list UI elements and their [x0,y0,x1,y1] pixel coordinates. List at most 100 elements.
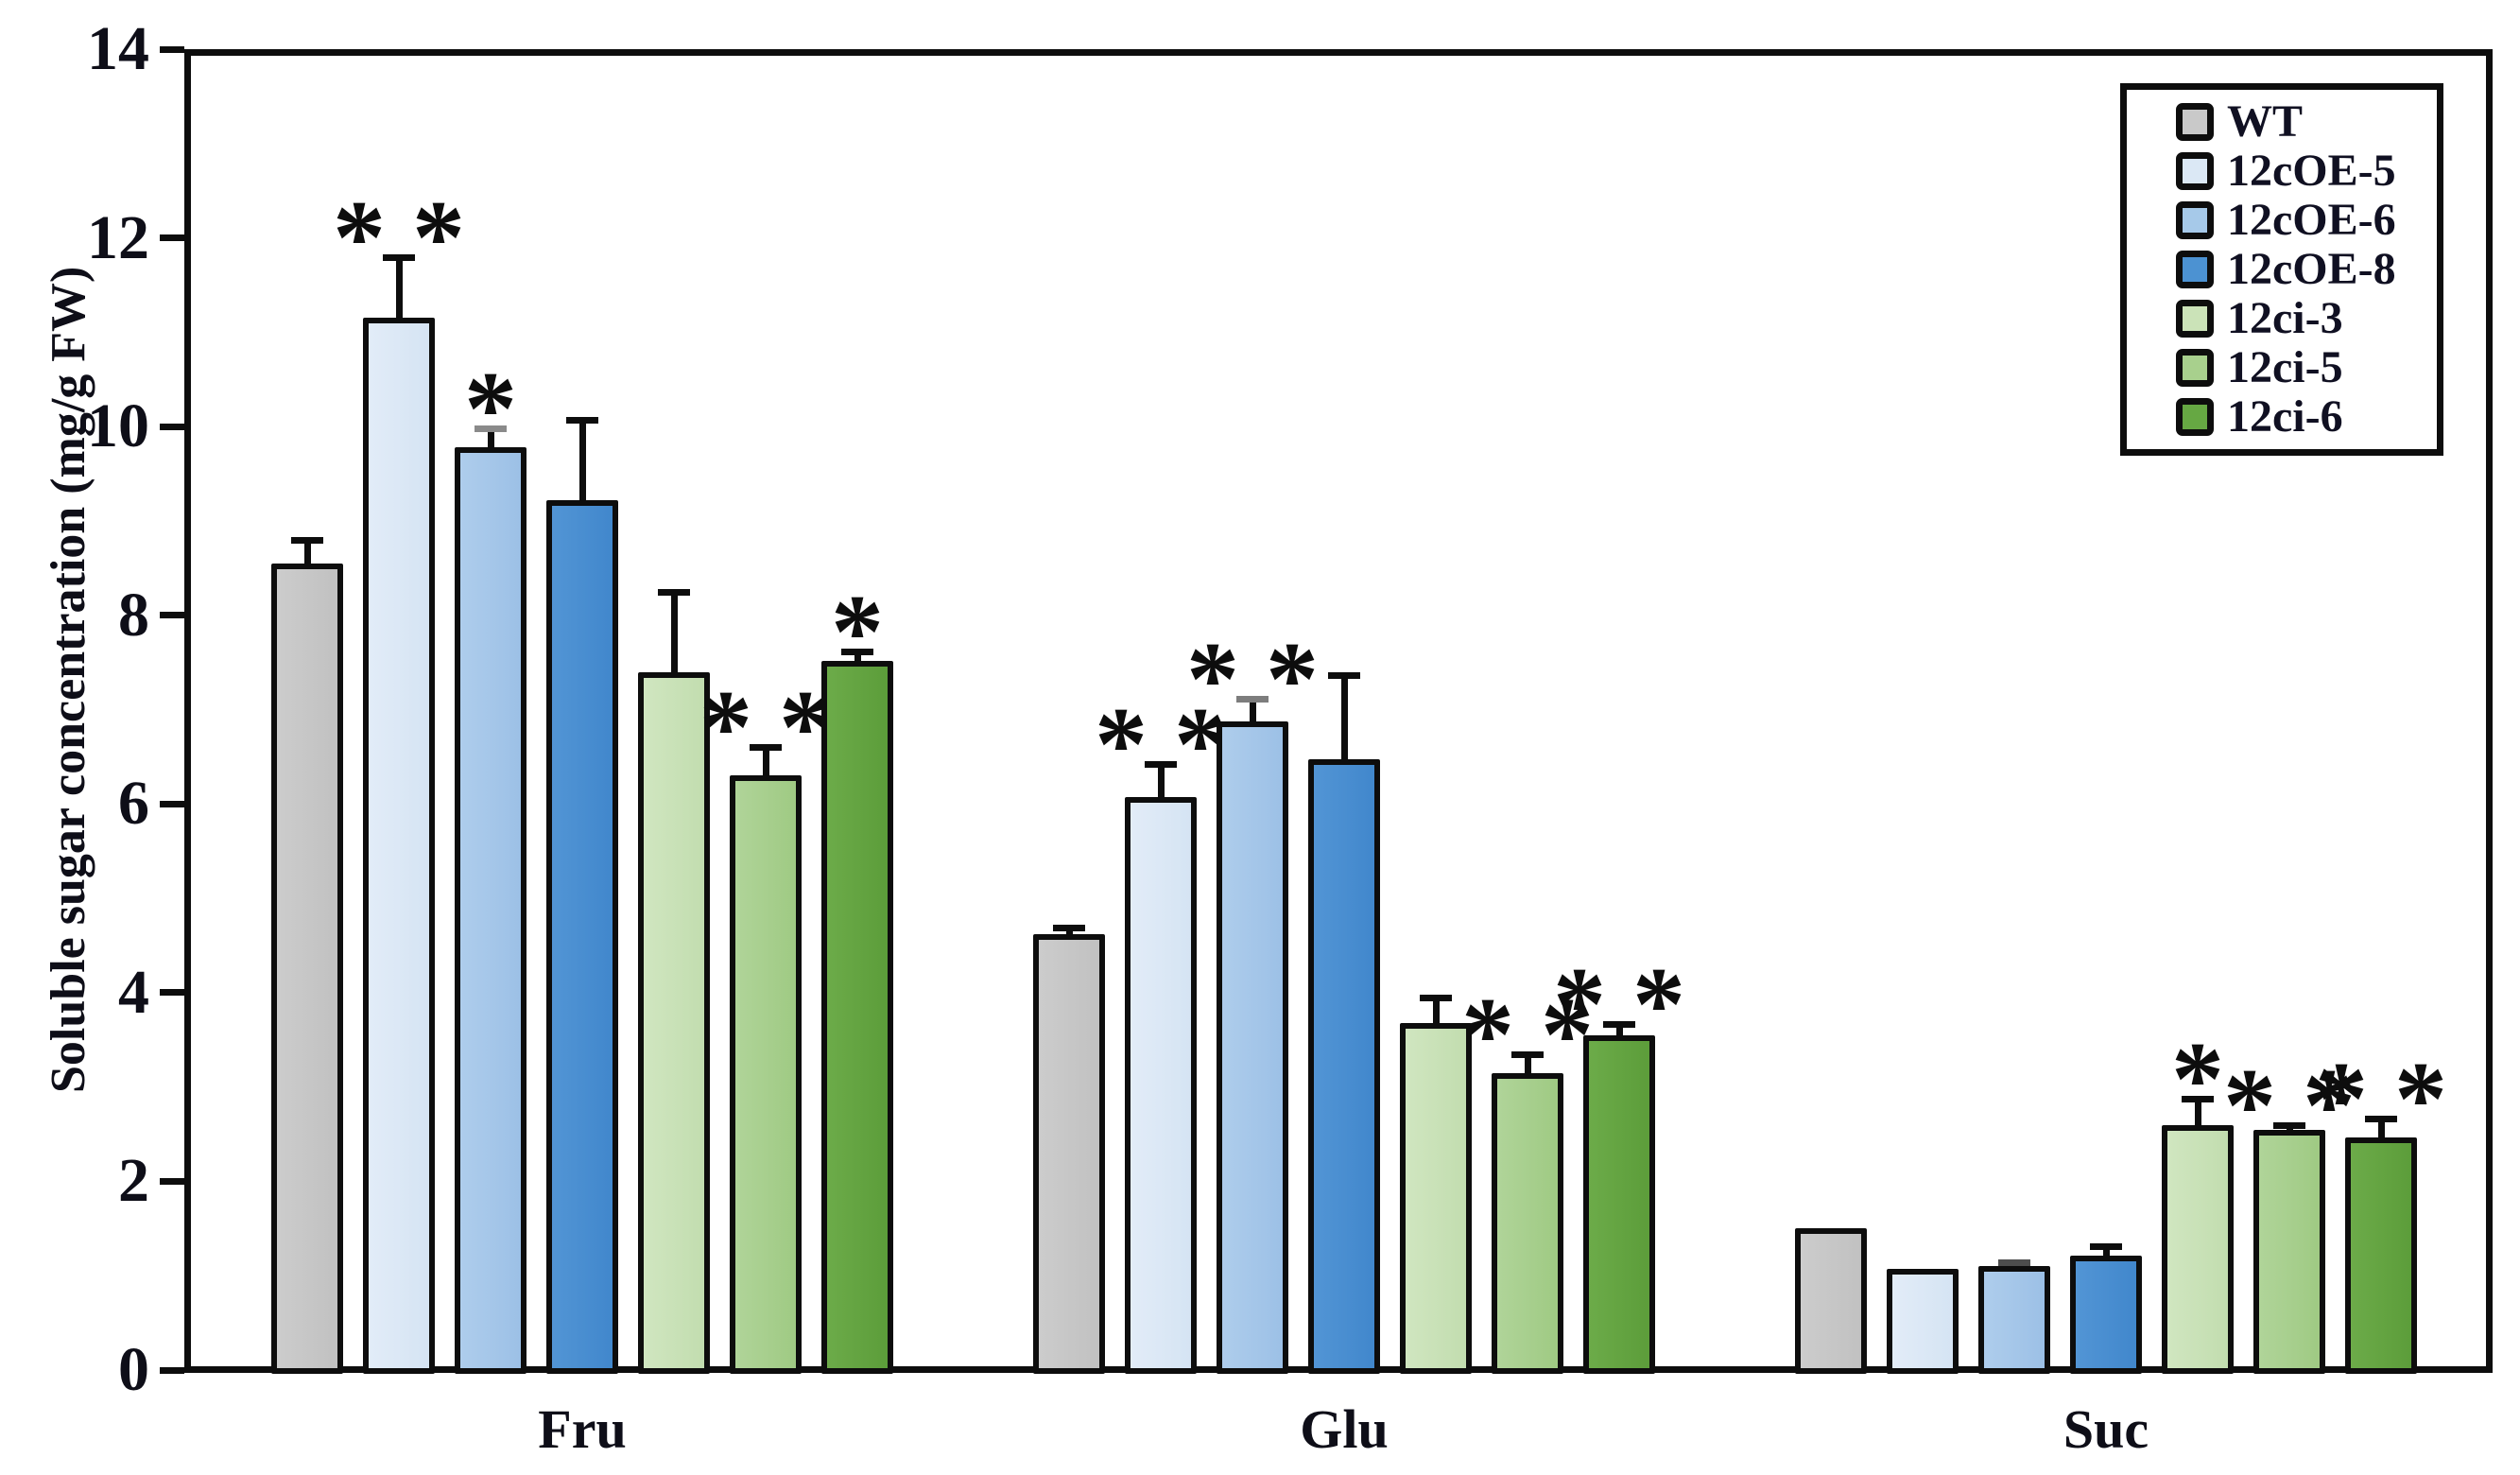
y-tick-label: 2 [118,1146,149,1216]
y-axis-tick [160,1177,184,1185]
bar-12ci-3-Glu [1400,1022,1472,1374]
legend-label-12ci-3: 12ci-3 [2227,293,2343,343]
error-bar-12ci-6-Glu [1615,1023,1623,1035]
legend-swatch-12ci-3 [2176,300,2214,338]
error-bar-12cOE-8-Suc [2102,1246,2110,1257]
y-axis-tick [160,1366,184,1374]
bar-12cOE-8-Glu [1308,759,1380,1374]
error-bar-12ci-5-Fru [762,747,769,776]
error-cap-WT-Glu [1053,925,1085,931]
legend-swatch-12cOE-5 [2176,152,2214,190]
error-cap-12cOE-8-Glu [1328,671,1360,679]
significance-mark-12ci-5-Suc: * * [2223,1047,2356,1165]
error-bar-12cOE-5-Glu [1157,764,1165,798]
error-bar-12cOE-8-Fru [578,420,586,500]
y-tick-label: 0 [118,1335,149,1404]
error-bar-12ci-3-Suc [2194,1098,2201,1125]
error-bar-12ci-5-Glu [1524,1053,1531,1073]
bar-12cOE-5-Glu [1125,797,1197,1374]
legend-label-12cOE-8: 12cOE-8 [2227,244,2396,294]
legend-item-12ci-6: 12ci-6 [2176,393,2437,441]
bar-WT-Glu [1033,933,1105,1374]
significance-mark-12cOE-5-Glu: * * [1095,686,1227,805]
error-cap-12ci-5-Fru [750,744,782,752]
category-label-Fru: Fru [538,1398,627,1460]
y-axis-tick [160,612,184,619]
significance-mark-12cOE-5-Fru: * * [333,179,465,297]
significance-mark-12ci-6-Fru: * [831,573,884,691]
legend-label-12ci-5: 12ci-5 [2227,342,2343,392]
error-cap-12cOE-8-Fru [566,417,598,425]
legend-label-12ci-6: 12ci-6 [2227,391,2343,442]
error-cap-12ci-5-Glu [1511,1050,1544,1058]
error-cap-12ci-6-Glu [1603,1020,1635,1028]
legend-item-12cOE-6: 12cOE-6 [2176,197,2437,244]
legend-swatch-WT [2176,103,2214,141]
error-cap-12cOE-5-Fru [383,253,415,261]
bar-12cOE-5-Suc [1887,1269,1959,1374]
y-tick-label: 10 [87,391,149,461]
legend-label-WT: WT [2227,96,2304,147]
error-bar-12ci-6-Suc [2377,1118,2385,1137]
y-axis-tick [160,800,184,807]
error-cap-12cOE-5-Glu [1145,761,1177,769]
significance-mark-12ci-5-Glu: * * [1461,976,1594,1094]
y-axis-tick [160,423,184,430]
category-label-Glu: Glu [1300,1398,1389,1460]
bar-12cOE-6-Fru [455,447,526,1374]
legend-swatch-12cOE-6 [2176,201,2214,239]
legend-item-12cOE-5: 12cOE-5 [2176,148,2437,195]
error-cap-12cOE-6-Fru [475,425,507,433]
legend-item-12ci-5: 12ci-5 [2176,344,2437,391]
error-bar-12cOE-6-Glu [1249,698,1256,722]
bar-12ci-5-Glu [1492,1072,1563,1374]
bar-WT-Fru [271,563,343,1374]
bar-12cOE-5-Fru [363,318,435,1374]
error-bar-12ci-6-Fru [854,651,861,661]
legend-swatch-12cOE-8 [2176,251,2214,288]
y-tick-label: 6 [118,769,149,839]
y-tick-label: 14 [87,14,149,83]
legend-item-12cOE-8: 12cOE-8 [2176,246,2437,293]
bar-12ci-6-Suc [2345,1137,2417,1374]
y-axis-tick [160,45,184,53]
error-bar-12cOE-8-Glu [1340,674,1348,760]
significance-mark-12ci-6-Suc: * * [2315,1040,2447,1158]
significance-mark-12ci-5-Fru: * * [699,669,832,788]
bar-12cOE-8-Suc [2070,1256,2142,1374]
error-cap-12cOE-6-Suc [1998,1259,2030,1267]
error-cap-12ci-6-Fru [841,648,873,655]
bar-12ci-5-Suc [2253,1129,2325,1374]
legend-swatch-12ci-6 [2176,398,2214,436]
significance-mark-12ci-3-Suc: * [2171,1020,2224,1138]
error-cap-12cOE-6-Glu [1236,695,1269,703]
legend-label-12cOE-6: 12cOE-6 [2227,195,2396,245]
error-bar-12ci-3-Fru [670,591,678,672]
y-axis-tick [160,234,184,242]
error-cap-12ci-3-Glu [1420,994,1452,1001]
legend-item-WT: WT [2176,98,2437,146]
legend-swatch-12ci-5 [2176,349,2214,387]
y-tick-label: 8 [118,580,149,650]
bar-12ci-6-Glu [1583,1034,1655,1374]
error-bar-WT-Fru [303,539,311,564]
error-cap-WT-Fru [291,536,323,544]
error-bar-12ci-3-Glu [1432,997,1440,1023]
error-cap-12ci-5-Suc [2273,1121,2305,1129]
legend-label-12cOE-5: 12cOE-5 [2227,146,2396,196]
significance-mark-12cOE-6-Fru: * [464,351,517,469]
bar-12ci-3-Suc [2162,1124,2234,1374]
error-cap-12ci-3-Suc [2182,1095,2214,1102]
bar-12ci-5-Fru [730,775,802,1374]
error-bar-12cOE-6-Fru [487,428,494,448]
bar-12ci-3-Fru [638,671,710,1374]
significance-mark-12ci-6-Glu: * * [1553,946,1685,1064]
y-axis-tick [160,989,184,997]
legend: WT 12cOE-5 12cOE-6 12cOE-8 12ci-3 12ci-5 12ci-… [2120,83,2443,456]
bar-12ci-6-Fru [821,660,893,1374]
error-cap-12ci-6-Suc [2365,1115,2397,1122]
significance-mark-12cOE-6-Glu: * * [1186,620,1319,738]
error-cap-12cOE-8-Suc [2090,1243,2122,1251]
error-cap-12ci-3-Fru [658,588,690,596]
